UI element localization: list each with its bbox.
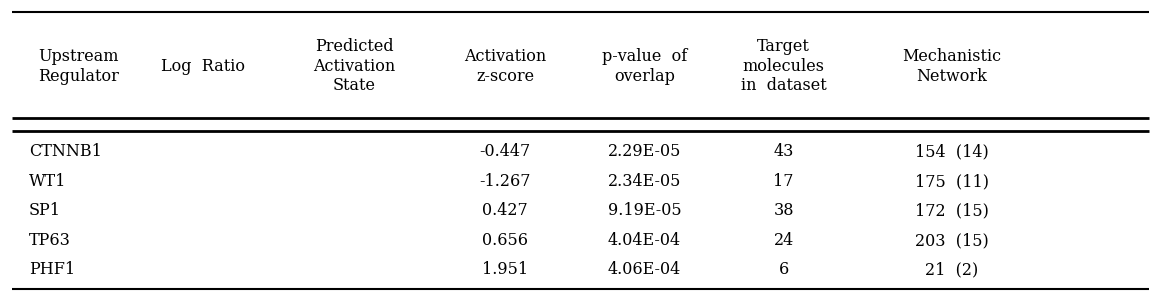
Text: Predicted
Activation
State: Predicted Activation State	[313, 38, 395, 94]
Text: 2.34E-05: 2.34E-05	[607, 173, 682, 190]
Text: PHF1: PHF1	[29, 261, 75, 278]
Text: 9.19E-05: 9.19E-05	[607, 202, 682, 219]
Text: 21  (2): 21 (2)	[925, 261, 979, 278]
Text: -1.267: -1.267	[479, 173, 531, 190]
Text: Activation
z-score: Activation z-score	[464, 48, 546, 85]
Text: 4.04E-04: 4.04E-04	[608, 232, 680, 249]
Text: p-value  of
overlap: p-value of overlap	[601, 48, 687, 85]
Text: 6: 6	[779, 261, 788, 278]
Text: 17: 17	[773, 173, 794, 190]
Text: 43: 43	[773, 143, 794, 160]
Text: Target
molecules
in  dataset: Target molecules in dataset	[741, 38, 827, 94]
Text: 4.06E-04: 4.06E-04	[607, 261, 682, 278]
Text: WT1: WT1	[29, 173, 66, 190]
Text: SP1: SP1	[29, 202, 62, 219]
Text: 24: 24	[773, 232, 794, 249]
Text: CTNNB1: CTNNB1	[29, 143, 102, 160]
Text: 38: 38	[773, 202, 794, 219]
Text: 175  (11): 175 (11)	[915, 173, 989, 190]
Text: 203  (15): 203 (15)	[915, 232, 989, 249]
Text: 1.951: 1.951	[482, 261, 528, 278]
Text: 172  (15): 172 (15)	[915, 202, 989, 219]
Text: Mechanistic
Network: Mechanistic Network	[902, 48, 1002, 85]
Text: 2.29E-05: 2.29E-05	[607, 143, 682, 160]
Text: 0.656: 0.656	[482, 232, 528, 249]
Text: 154  (14): 154 (14)	[915, 143, 989, 160]
Text: TP63: TP63	[29, 232, 71, 249]
Text: -0.447: -0.447	[479, 143, 531, 160]
Text: 0.427: 0.427	[482, 202, 528, 219]
Text: Upstream
Regulator: Upstream Regulator	[38, 48, 120, 85]
Text: Log  Ratio: Log Ratio	[161, 58, 245, 75]
